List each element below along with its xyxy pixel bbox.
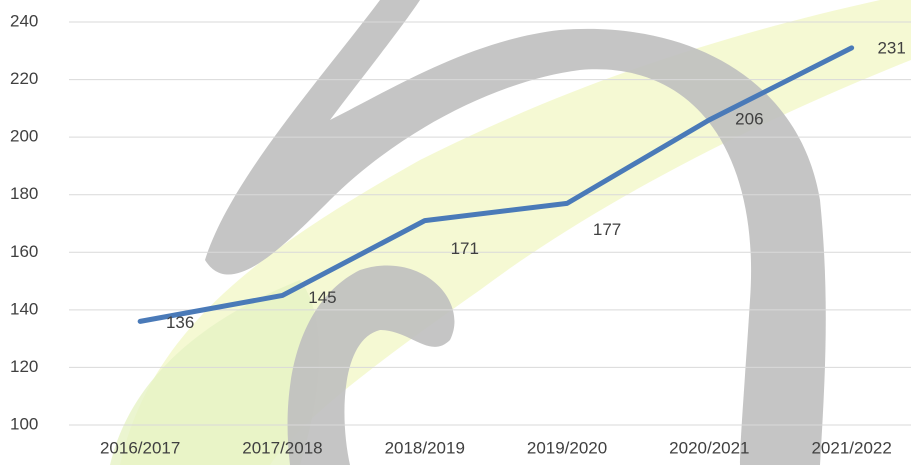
chart: 100 120 140 160 180 200 220 240 2016/2017 2017/20… xyxy=(0,0,911,465)
data-label: 206 xyxy=(735,109,763,128)
x-tick-label: 2018/2019 xyxy=(385,438,465,457)
x-tick-label: 2020/2021 xyxy=(669,438,749,457)
data-label: 145 xyxy=(308,288,336,307)
y-tick-label: 100 xyxy=(10,414,38,433)
y-tick-label: 240 xyxy=(10,11,38,30)
y-tick-label: 200 xyxy=(10,127,38,146)
data-label: 136 xyxy=(166,313,194,332)
y-tick-label: 180 xyxy=(10,184,38,203)
data-label: 231 xyxy=(877,38,905,57)
data-label: 177 xyxy=(593,220,621,239)
y-tick-label: 140 xyxy=(10,299,38,318)
background-logo xyxy=(110,0,911,465)
data-label: 171 xyxy=(451,239,479,258)
y-tick-label: 120 xyxy=(10,357,38,376)
x-tick-label: 2016/2017 xyxy=(100,438,180,457)
x-tick-label: 2019/2020 xyxy=(527,438,607,457)
x-tick-label: 2021/2022 xyxy=(811,438,891,457)
y-tick-label: 220 xyxy=(10,69,38,88)
x-tick-label: 2017/2018 xyxy=(242,438,322,457)
y-tick-label: 160 xyxy=(10,242,38,261)
